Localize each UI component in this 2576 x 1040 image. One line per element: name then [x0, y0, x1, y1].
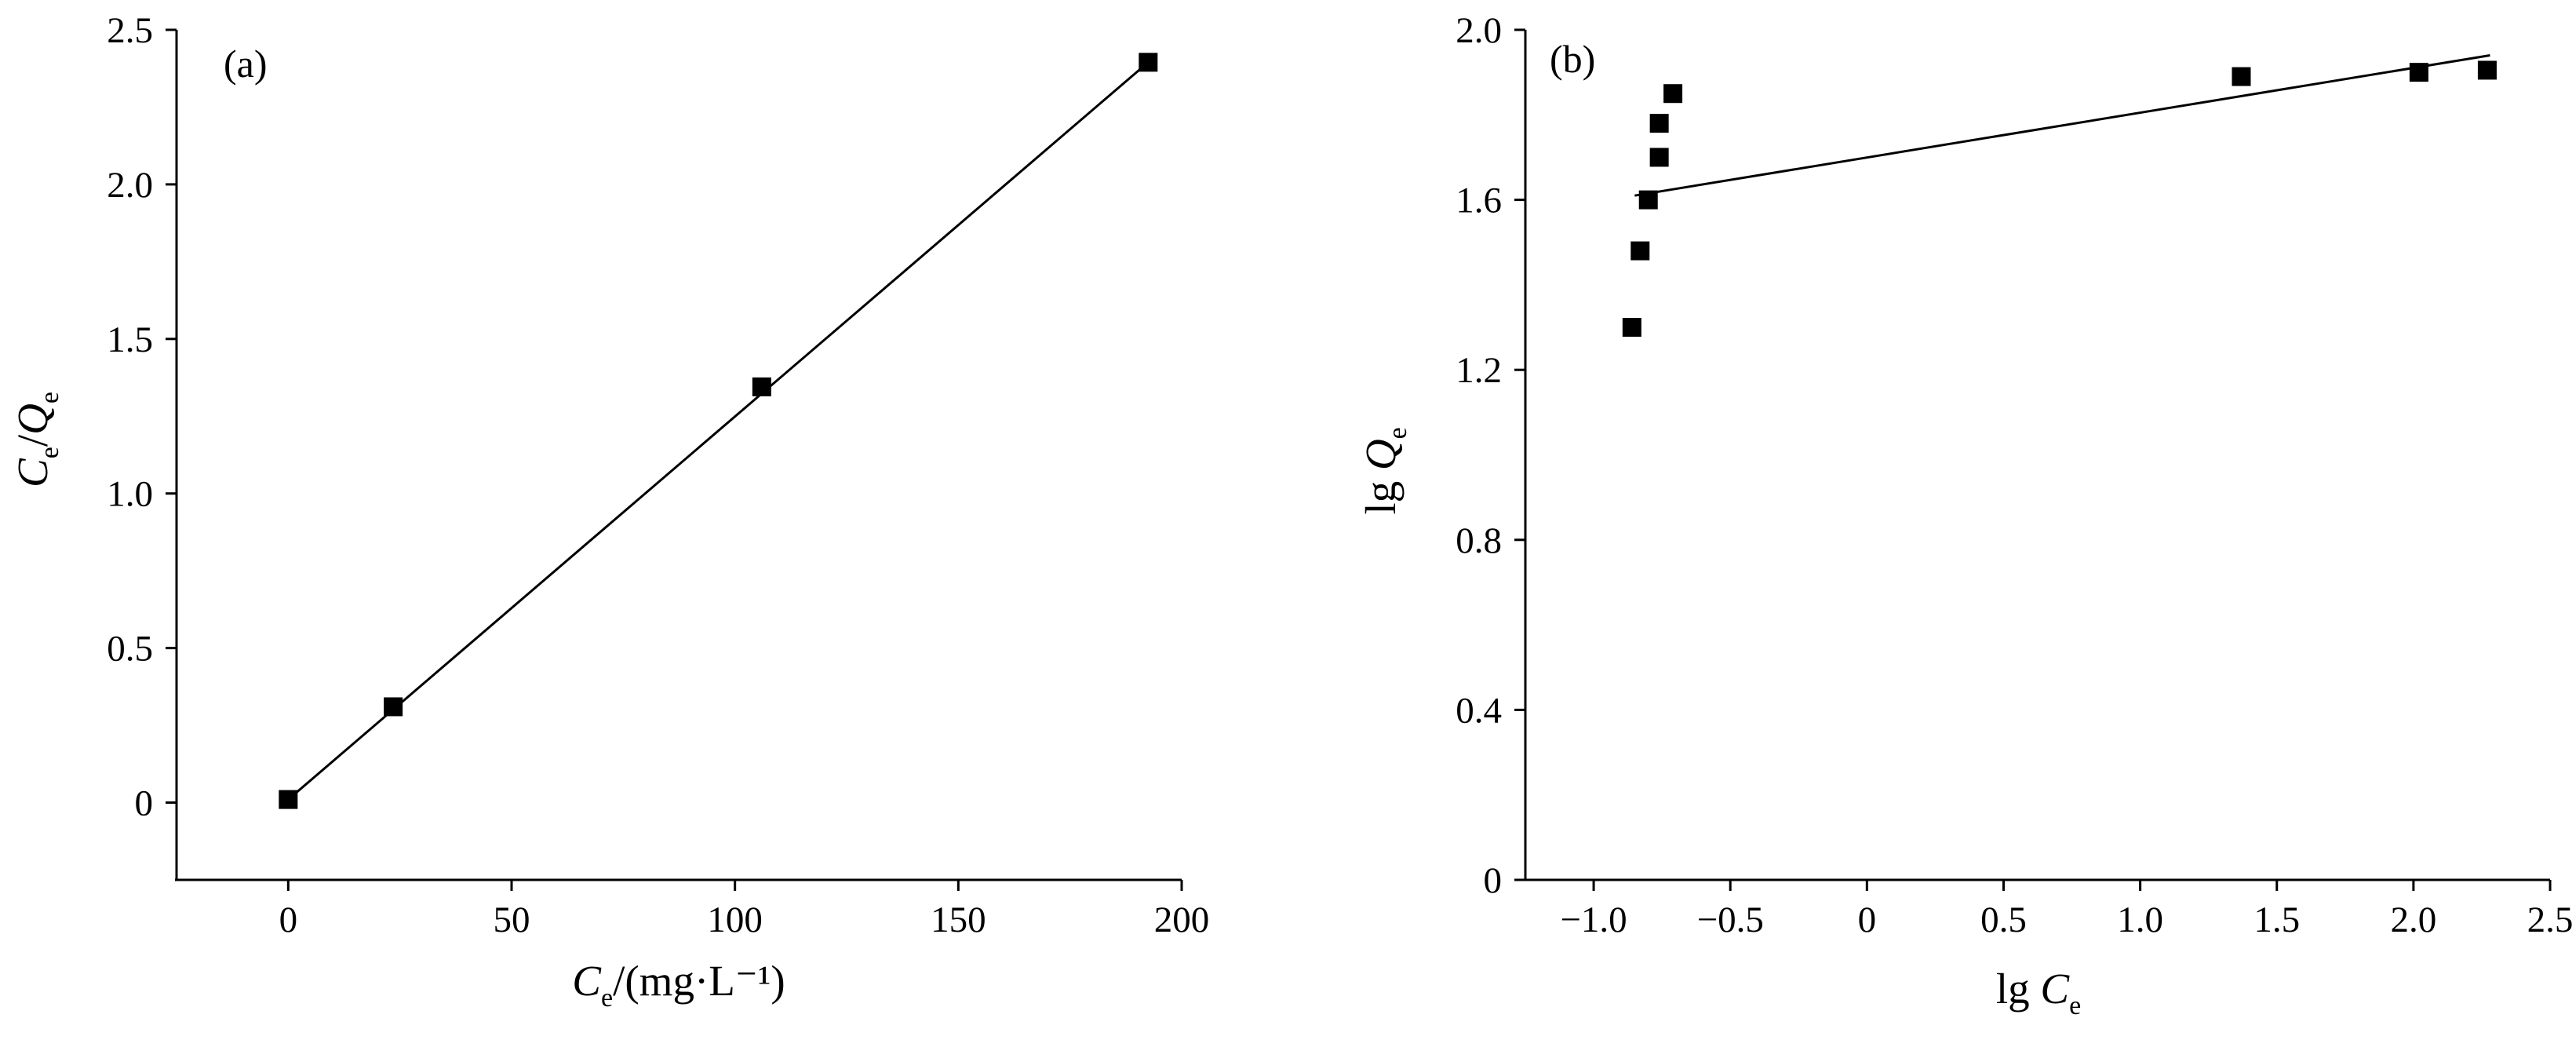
- panel-a-x-axis-title: Ce/(mg·L⁻¹): [572, 957, 785, 1013]
- panel-a-fit-line: [287, 61, 1150, 801]
- panel-b-y-tick-label: 0: [1484, 860, 1503, 901]
- panel-a-y-axis-title: Ce/Qe: [9, 392, 64, 487]
- panel-a-y-tick-label: 1.0: [107, 474, 153, 515]
- panel-b-x-title-sub: e: [2069, 991, 2081, 1020]
- panel-a-data-point: [1139, 53, 1158, 72]
- panel-a-x-tick-label: 100: [707, 900, 763, 940]
- panel-b-x-tick-label: −0.5: [1697, 900, 1764, 940]
- panel-b-x-tick-label: 1.5: [2254, 900, 2300, 940]
- panel-b-y-tick-label: 0.8: [1456, 520, 1502, 561]
- panel-a-y-title-a-sub: e: [35, 447, 64, 458]
- panel-a-y-tick-label: 2.5: [107, 10, 153, 51]
- panel-a-data-point: [752, 377, 771, 396]
- panel-a-y-tick-label: 0: [135, 783, 154, 824]
- panel-a-axes: [175, 30, 1182, 881]
- panel-b-x-title-main: C: [2040, 965, 2070, 1013]
- panel-b-data-point: [1630, 241, 1650, 261]
- panel-b-x-tick-label: 2.5: [2527, 900, 2574, 940]
- panel-b-fit-line: [1634, 54, 2490, 197]
- panel-a-data-point: [384, 697, 403, 717]
- panel-b-fit-line-group: [1634, 54, 2490, 197]
- panel-a-y-ticks: 0 0.5 1.0 1.5 2.0 2.5: [107, 10, 177, 824]
- panel-a-y-tick-label: 2.0: [107, 165, 153, 206]
- panel-b-data-point: [1649, 148, 1669, 167]
- panel-b-x-tick-label: 0.5: [1980, 900, 2027, 940]
- panel-b-x-axis-title: lg Ce: [1996, 965, 2081, 1020]
- panel-a-y-tick-label: 1.5: [107, 319, 153, 360]
- panel-b-data-point: [2232, 67, 2251, 86]
- panel-a-x-title-sub: e: [601, 983, 613, 1013]
- panel-b-y-axis-title: lg Qe: [1357, 427, 1412, 514]
- panel-b-label: (b): [1550, 37, 1595, 81]
- panel-a-x-title-main: C: [572, 957, 602, 1005]
- panel-b-data-point: [2477, 60, 2497, 80]
- panel-a-x-title-rest: /(mg·L⁻¹): [613, 957, 785, 1005]
- panel-a-y-title-a: C: [9, 458, 56, 487]
- panel-b-axes: [1524, 30, 2550, 881]
- panel-b-data-points: [1622, 60, 2497, 338]
- panel-b-x-tick-label: 1.0: [2117, 900, 2163, 940]
- panel-a-x-tick-label: 150: [931, 900, 986, 940]
- panel-a-label: (a): [224, 42, 268, 86]
- panel-b-x-title-pre: lg: [1996, 965, 2041, 1013]
- panel-a-x-ticks: 0 50 100 150 200: [279, 880, 1210, 940]
- panel-a-y-title-sep: /: [9, 434, 56, 447]
- panel-b-x-tick-label: 0: [1858, 900, 1877, 940]
- panel-a-fit-line-group: [287, 61, 1150, 801]
- panel-b-data-point: [1622, 318, 1641, 338]
- panel-b-data-point: [1663, 84, 1683, 104]
- panel-b-data-point: [2409, 63, 2428, 82]
- panel-a-x-tick-label: 0: [279, 900, 298, 940]
- panel-b-y-title-main: Q: [1357, 439, 1405, 470]
- panel-a-y-title-b-sub: e: [35, 392, 64, 403]
- panel-b-data-point: [1638, 190, 1658, 210]
- panel-a-data-points: [279, 53, 1158, 809]
- panel-b-y-title-sub: e: [1383, 427, 1412, 439]
- panel-b-y-ticks: 0 0.4 0.8 1.2 1.6 2.0: [1456, 10, 1525, 901]
- panel-b-x-tick-label: −1.0: [1560, 900, 1627, 940]
- panel-a-data-point: [279, 790, 298, 809]
- panel-b-y-tick-label: 1.6: [1456, 181, 1502, 221]
- panel-b-data-point: [1649, 114, 1669, 133]
- panel-a: 0 50 100 150 200 00.51.01.52.02.5 (a) Ce/(mg…: [9, 10, 1209, 1013]
- panel-b-y-tick-label: 1.2: [1456, 350, 1502, 391]
- panel-b-x-ticks: −1.0 −0.5 0 0.5 1.0 1.5 2.0 2.5: [1560, 880, 2573, 940]
- panel-a-x-tick-label: 200: [1154, 900, 1210, 940]
- panel-b-y-tick-label: 2.0: [1456, 10, 1502, 51]
- panel-a-y-tick-label: 0.5: [107, 629, 153, 670]
- panel-b-x-tick-label: 2.0: [2390, 900, 2436, 940]
- panel-a-x-tick-label: 50: [494, 900, 530, 940]
- panel-a-y-title-b: Q: [9, 403, 56, 435]
- panel-b: −1.0 −0.5 0 0.5 1.0 1.5 2.0 2.5 0 0.4 0.8 1.2 1.6 2.…: [1357, 10, 2573, 1020]
- panel-b-y-tick-label: 0.4: [1456, 690, 1502, 731]
- panel-b-y-title-pre: lg: [1357, 470, 1405, 515]
